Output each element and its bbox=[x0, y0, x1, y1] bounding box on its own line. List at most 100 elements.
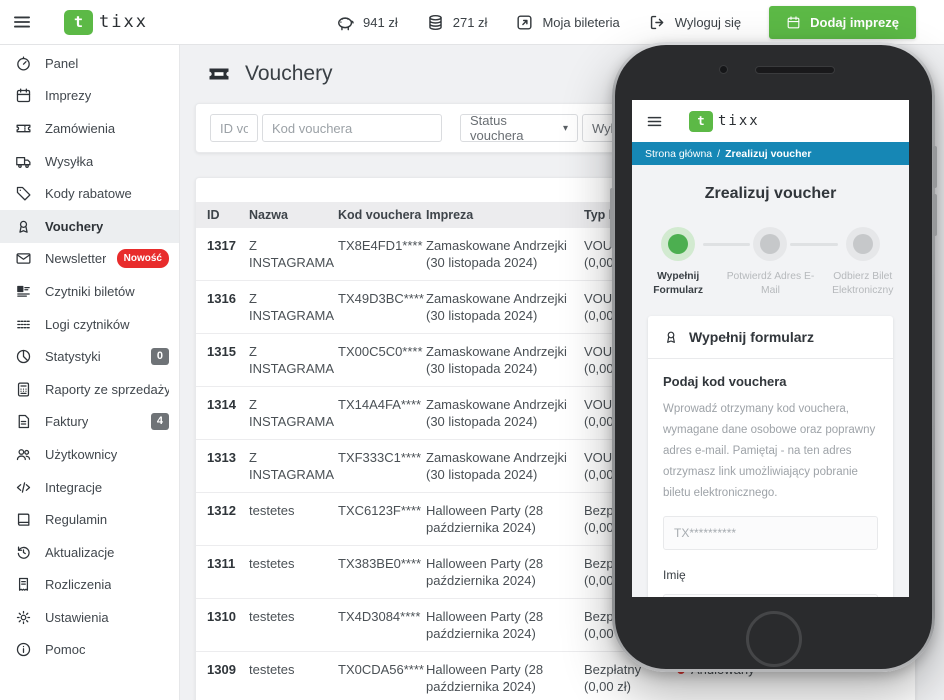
logout-link[interactable]: Wyloguj się bbox=[648, 13, 741, 32]
sidebar-item[interactable]: Statystyki 0 bbox=[0, 340, 179, 373]
row-id: 1315 bbox=[207, 343, 236, 359]
sidebar: Panel Imprezy Zamówienia Wysyłka Kody ra… bbox=[0, 45, 180, 700]
row-code: TX00C5C0**** bbox=[338, 343, 423, 359]
balance-coins[interactable]: 271 zł bbox=[426, 13, 487, 32]
voucher-status-select[interactable]: Status vouchera ▾ bbox=[460, 113, 578, 143]
row-id: 1311 bbox=[207, 555, 236, 571]
breadcrumb-home[interactable]: Strona główna bbox=[645, 147, 713, 160]
phone-camera bbox=[719, 65, 728, 74]
book-icon bbox=[15, 511, 32, 528]
row-id: 1317 bbox=[207, 237, 236, 253]
sidebar-item-label: Kody rabatowe bbox=[45, 186, 132, 202]
history-icon bbox=[15, 544, 32, 561]
row-name: testetes bbox=[249, 661, 295, 677]
step: Odbierz Bilet Elektroniczny bbox=[817, 227, 909, 298]
voucher-code-field[interactable] bbox=[663, 516, 878, 550]
sidebar-item[interactable]: Użytkownicy bbox=[0, 438, 179, 471]
table-row[interactable]: 1310 testetes TX4D3084**** Halloween Par… bbox=[196, 599, 915, 652]
form-description: Wprowadź otrzymany kod vouchera, wymagan… bbox=[663, 403, 876, 499]
logs-icon bbox=[15, 316, 32, 333]
sidebar-item[interactable]: Integracje bbox=[0, 471, 179, 504]
coins-icon bbox=[426, 13, 445, 32]
sidebar-item[interactable]: Czytniki biletów bbox=[0, 275, 179, 308]
piggy-bank-icon bbox=[336, 13, 355, 32]
sidebar-item[interactable]: Pomoc bbox=[0, 634, 179, 667]
truck-icon bbox=[15, 153, 32, 170]
row-code: TX49D3BC**** bbox=[338, 290, 424, 306]
voucher-id-input[interactable] bbox=[210, 114, 258, 142]
row-event: Halloween Party (28 października 2024) bbox=[426, 661, 544, 695]
row-code: TXF333C1**** bbox=[338, 449, 422, 465]
sidebar-item-label: Wysyłka bbox=[45, 153, 94, 169]
row-id: 1312 bbox=[207, 502, 236, 518]
phone-mockup: t tixx Strona główna / Zrealizuj voucher… bbox=[610, 42, 937, 672]
sidebar-badge: 4 bbox=[150, 413, 169, 431]
sidebar-item[interactable]: Imprezy bbox=[0, 80, 179, 113]
my-ticketing-link[interactable]: Moja bileteria bbox=[515, 13, 620, 32]
tag-icon bbox=[15, 185, 32, 202]
menu-icon[interactable] bbox=[12, 12, 32, 32]
row-code: TXC6123F**** bbox=[338, 502, 422, 518]
first-name-field[interactable] bbox=[663, 594, 878, 597]
sidebar-item[interactable]: Regulamin bbox=[0, 503, 179, 536]
phone-volume-button bbox=[933, 194, 937, 236]
phone-speaker bbox=[755, 66, 835, 74]
step-circle-icon bbox=[845, 227, 880, 261]
row-code: TX8E4FD1**** bbox=[338, 237, 423, 253]
mobile-logo-ticket-icon: t bbox=[689, 110, 713, 132]
row-id: 1314 bbox=[207, 396, 236, 412]
row-name: testetes bbox=[249, 608, 295, 624]
step-label: Odbierz Bilet Elektroniczny bbox=[832, 271, 894, 296]
mobile-menu-icon[interactable] bbox=[646, 113, 663, 130]
logo[interactable]: t tixx bbox=[64, 9, 148, 35]
sidebar-item[interactable]: Rozliczenia bbox=[0, 569, 179, 602]
sidebar-item-label: Użytkownicy bbox=[45, 446, 118, 462]
sidebar-item[interactable]: Zamówienia bbox=[0, 112, 179, 145]
voucher-form-card: Wypełnij formularz Podaj kod vouchera Wp… bbox=[648, 316, 893, 597]
chevron-down-icon: ▾ bbox=[562, 122, 568, 134]
sidebar-item-label: Aktualizacje bbox=[45, 544, 115, 560]
phone-screen: t tixx Strona główna / Zrealizuj voucher… bbox=[632, 100, 909, 597]
mobile-logo[interactable]: t tixx bbox=[689, 110, 760, 132]
breadcrumb-current: Zrealizuj voucher bbox=[725, 147, 812, 160]
row-id: 1309 bbox=[207, 661, 236, 677]
phone-side-button bbox=[610, 188, 614, 248]
sidebar-item-label: Zamówienia bbox=[45, 120, 116, 136]
row-code: TX383BE0**** bbox=[338, 555, 422, 571]
mobile-logo-text: tixx bbox=[718, 113, 760, 129]
row-event: Zamaskowane Andrzejki (30 listopada 2024… bbox=[426, 449, 567, 483]
sidebar-item[interactable]: Vouchery bbox=[0, 209, 179, 243]
balance-piggy-value: 941 zł bbox=[363, 14, 398, 30]
sidebar-item[interactable]: Kody rabatowe bbox=[0, 177, 179, 210]
sidebar-item-label: Newsletter bbox=[45, 251, 107, 267]
sidebar-item[interactable]: Raporty ze sprzedaży bbox=[0, 373, 179, 406]
mail-icon bbox=[15, 250, 32, 267]
voucher-code-input[interactable] bbox=[262, 114, 442, 142]
step-circle-icon bbox=[661, 227, 696, 261]
users-icon bbox=[15, 446, 32, 463]
breadcrumb-separator: / bbox=[717, 147, 721, 160]
sidebar-item-label: Logi czytników bbox=[45, 316, 130, 332]
sidebar-item[interactable]: Logi czytników bbox=[0, 308, 179, 341]
sidebar-item[interactable]: Wysyłka bbox=[0, 145, 179, 178]
sidebar-item[interactable]: Ustawienia bbox=[0, 601, 179, 634]
calendar-icon bbox=[786, 15, 801, 30]
sidebar-item[interactable]: Panel bbox=[0, 47, 179, 80]
sidebar-item[interactable]: Faktury 4 bbox=[0, 406, 179, 439]
row-name: Z INSTAGRAMA bbox=[249, 237, 334, 271]
page-title: Vouchery bbox=[207, 62, 916, 86]
form-card-header: Wypełnij formularz bbox=[648, 316, 893, 359]
sidebar-item[interactable]: Newsletter Nowość bbox=[0, 243, 179, 276]
first-name-label: Imię bbox=[663, 568, 686, 582]
table-row[interactable]: 1311 testetes TX383BE0**** Halloween Par… bbox=[196, 546, 915, 599]
balance-piggy[interactable]: 941 zł bbox=[336, 13, 398, 32]
table-row[interactable]: 1316 Z INSTAGRAMA TX49D3BC**** Zamaskowa… bbox=[196, 281, 915, 334]
row-event: Halloween Party (28 października 2024) bbox=[426, 555, 544, 589]
table-row[interactable]: 1317 Z INSTAGRAMA TX8E4FD1**** Zamaskowa… bbox=[196, 228, 915, 281]
add-event-button[interactable]: Dodaj imprezę bbox=[769, 5, 916, 39]
row-event: Zamaskowane Andrzejki (30 listopada 2024… bbox=[426, 290, 567, 324]
sidebar-item[interactable]: Aktualizacje bbox=[0, 536, 179, 569]
sidebar-badge: Nowość bbox=[116, 249, 169, 269]
step: Potwierdź Adres E-Mail bbox=[724, 227, 816, 298]
mobile-header: t tixx bbox=[632, 100, 909, 142]
